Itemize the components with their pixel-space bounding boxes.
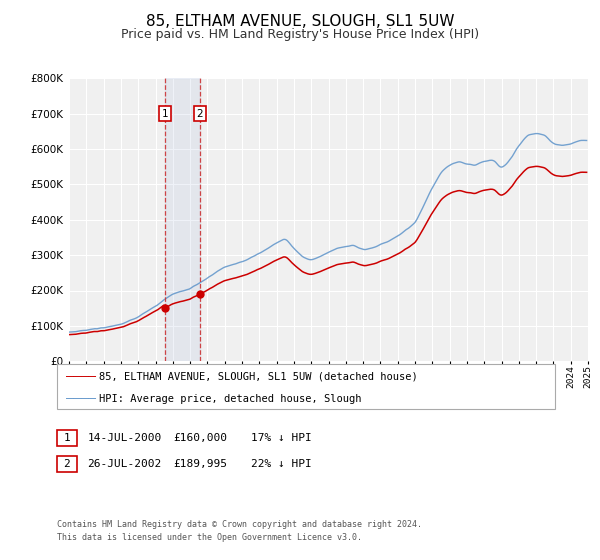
Text: £160,000: £160,000 (173, 433, 227, 443)
Text: 85, ELTHAM AVENUE, SLOUGH, SL1 5UW (detached house): 85, ELTHAM AVENUE, SLOUGH, SL1 5UW (deta… (99, 371, 418, 381)
Text: 22% ↓ HPI: 22% ↓ HPI (251, 459, 311, 469)
Text: ————: ———— (66, 370, 96, 383)
Text: 2: 2 (197, 109, 203, 119)
Text: Contains HM Land Registry data © Crown copyright and database right 2024.: Contains HM Land Registry data © Crown c… (57, 520, 422, 529)
Text: 1: 1 (161, 109, 168, 119)
Text: 2: 2 (64, 459, 70, 469)
Text: 14-JUL-2000: 14-JUL-2000 (88, 433, 162, 443)
Text: 17% ↓ HPI: 17% ↓ HPI (251, 433, 311, 443)
Bar (165, 78, 200, 361)
Text: £189,995: £189,995 (173, 459, 227, 469)
Text: 26-JUL-2002: 26-JUL-2002 (88, 459, 162, 469)
Text: This data is licensed under the Open Government Licence v3.0.: This data is licensed under the Open Gov… (57, 533, 362, 542)
Text: 1: 1 (64, 433, 70, 443)
Text: Price paid vs. HM Land Registry's House Price Index (HPI): Price paid vs. HM Land Registry's House … (121, 28, 479, 41)
Text: 85, ELTHAM AVENUE, SLOUGH, SL1 5UW: 85, ELTHAM AVENUE, SLOUGH, SL1 5UW (146, 14, 454, 29)
Text: HPI: Average price, detached house, Slough: HPI: Average price, detached house, Slou… (99, 394, 361, 404)
Text: ————: ———— (66, 392, 96, 405)
